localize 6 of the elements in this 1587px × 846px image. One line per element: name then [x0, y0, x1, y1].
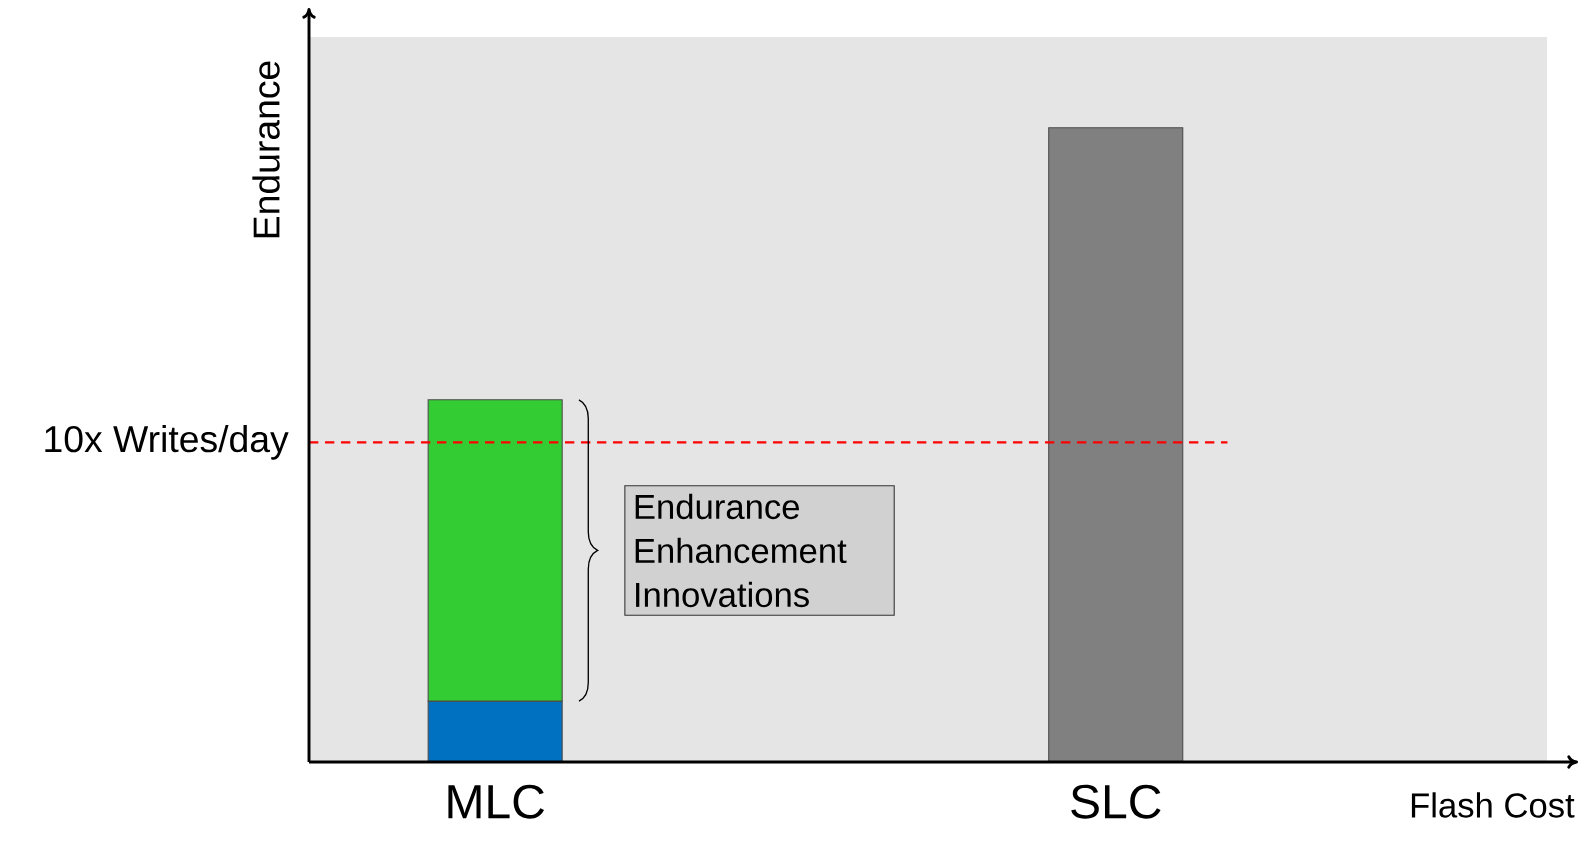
x-tick-label: SLC [1071, 784, 1161, 819]
y-axis-title: Endurance [252, 61, 280, 238]
x-tick-label: MLC [448, 784, 544, 819]
ref-line-label: 10x Writes/day [45, 424, 289, 460]
annotation: Endurance Enhancement Innovations [635, 493, 847, 608]
x-axis-title: Flash Cost [1411, 792, 1575, 818]
